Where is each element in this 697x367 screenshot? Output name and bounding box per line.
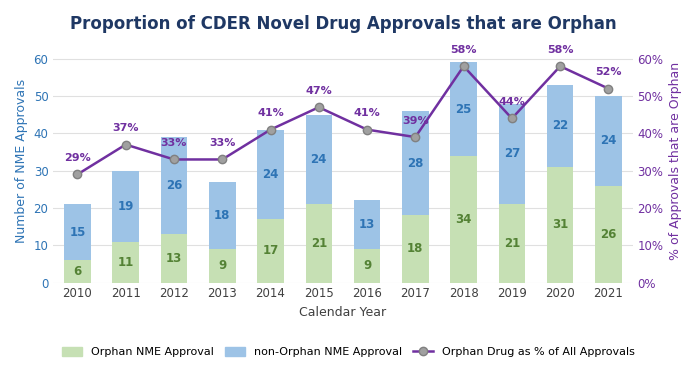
- Orphan Drug as % of All Approvals: [314, 105, 323, 109]
- Orphan Drug as % of All Approvals: [556, 64, 565, 68]
- Bar: [161, 137, 187, 234]
- Text: 21: 21: [504, 237, 520, 250]
- Text: 27: 27: [504, 148, 520, 160]
- Bar: [547, 85, 574, 167]
- Bar: [354, 200, 381, 249]
- Orphan Drug as % of All Approvals: [121, 142, 130, 147]
- Bar: [209, 249, 236, 283]
- Y-axis label: Number of NME Approvals: Number of NME Approvals: [15, 79, 28, 243]
- Text: 33%: 33%: [161, 138, 187, 148]
- Text: 41%: 41%: [257, 108, 284, 119]
- Orphan Drug as % of All Approvals: [363, 127, 372, 132]
- Text: 24: 24: [311, 153, 327, 166]
- Text: 24: 24: [600, 134, 617, 147]
- Text: 11: 11: [118, 255, 134, 269]
- Bar: [354, 249, 381, 283]
- Text: 24: 24: [262, 168, 279, 181]
- Bar: [305, 204, 332, 283]
- Bar: [450, 156, 477, 283]
- Bar: [305, 115, 332, 204]
- Text: 34: 34: [455, 212, 472, 226]
- Text: 39%: 39%: [402, 116, 429, 126]
- Text: 21: 21: [311, 237, 327, 250]
- Text: 26: 26: [166, 179, 182, 192]
- Text: 47%: 47%: [305, 86, 332, 96]
- Bar: [595, 96, 622, 186]
- Bar: [64, 204, 91, 260]
- Orphan Drug as % of All Approvals: [218, 157, 227, 162]
- Text: 13: 13: [166, 252, 182, 265]
- Bar: [595, 186, 622, 283]
- Text: 9: 9: [363, 259, 372, 272]
- Orphan Drug as % of All Approvals: [73, 172, 82, 177]
- Text: 18: 18: [407, 243, 424, 255]
- Text: 25: 25: [455, 103, 472, 116]
- Bar: [209, 182, 236, 249]
- Text: 9: 9: [218, 259, 227, 272]
- Bar: [402, 215, 429, 283]
- Y-axis label: % of Approvals that are Orphan: % of Approvals that are Orphan: [669, 62, 682, 261]
- X-axis label: Calendar Year: Calendar Year: [300, 306, 387, 319]
- Text: 33%: 33%: [209, 138, 236, 148]
- Orphan Drug as % of All Approvals: [170, 157, 178, 162]
- Legend: Orphan NME Approval, non-Orphan NME Approval, Orphan Drug as % of All Approvals: Orphan NME Approval, non-Orphan NME Appr…: [58, 342, 639, 361]
- Orphan Drug as % of All Approvals: [266, 127, 275, 132]
- Orphan Drug as % of All Approvals: [507, 116, 516, 121]
- Orphan Drug as % of All Approvals: [459, 64, 468, 68]
- Text: 29%: 29%: [64, 153, 91, 163]
- Text: 19: 19: [118, 200, 134, 212]
- Bar: [161, 234, 187, 283]
- Bar: [257, 130, 284, 219]
- Text: 15: 15: [69, 226, 86, 239]
- Text: 52%: 52%: [595, 68, 622, 77]
- Text: 18: 18: [214, 209, 231, 222]
- Orphan Drug as % of All Approvals: [604, 86, 613, 91]
- Text: 28: 28: [407, 157, 424, 170]
- Bar: [112, 241, 139, 283]
- Text: 44%: 44%: [498, 97, 526, 107]
- Bar: [64, 260, 91, 283]
- Text: 6: 6: [73, 265, 82, 278]
- Text: 58%: 58%: [450, 45, 477, 55]
- Bar: [498, 103, 525, 204]
- Text: 17: 17: [262, 244, 279, 257]
- Bar: [402, 111, 429, 215]
- Bar: [498, 204, 525, 283]
- Line: Orphan Drug as % of All Approvals: Orphan Drug as % of All Approvals: [73, 62, 613, 179]
- Text: 26: 26: [600, 228, 617, 240]
- Text: 31: 31: [552, 218, 568, 231]
- Title: Proportion of CDER Novel Drug Approvals that are Orphan: Proportion of CDER Novel Drug Approvals …: [70, 15, 616, 33]
- Bar: [450, 62, 477, 156]
- Text: 22: 22: [552, 119, 568, 132]
- Orphan Drug as % of All Approvals: [411, 135, 420, 139]
- Text: 41%: 41%: [353, 108, 381, 119]
- Bar: [112, 171, 139, 241]
- Bar: [547, 167, 574, 283]
- Bar: [257, 219, 284, 283]
- Text: 37%: 37%: [112, 123, 139, 133]
- Text: 58%: 58%: [547, 45, 574, 55]
- Text: 13: 13: [359, 218, 375, 231]
